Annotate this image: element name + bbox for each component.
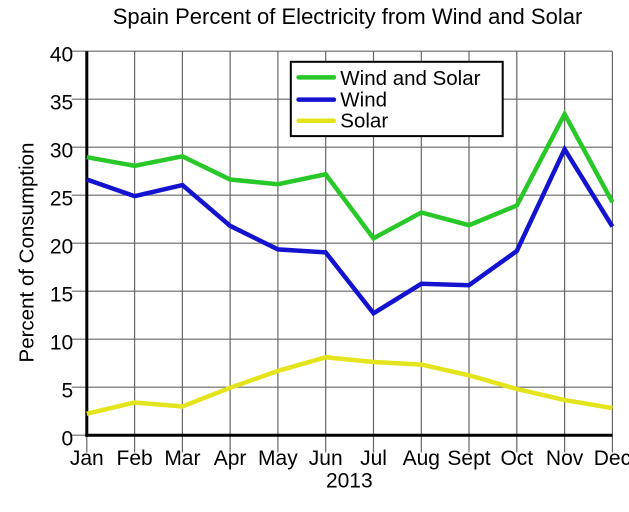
svg-text:5: 5 — [62, 380, 74, 403]
svg-text:Percent of Consumption: Percent of Consumption — [16, 143, 39, 363]
svg-text:Dec: Dec — [594, 447, 629, 470]
svg-text:Sept: Sept — [447, 447, 490, 470]
svg-text:Feb: Feb — [117, 447, 153, 470]
svg-text:Wind: Wind — [340, 89, 387, 112]
svg-text:Nov: Nov — [546, 447, 584, 470]
svg-text:20: 20 — [50, 236, 73, 259]
svg-text:May: May — [258, 447, 298, 470]
svg-text:Aug: Aug — [403, 447, 440, 470]
svg-text:10: 10 — [50, 332, 73, 355]
svg-text:2013: 2013 — [326, 470, 373, 493]
svg-text:Jan: Jan — [70, 447, 104, 470]
svg-text:Spain Percent of Electricity f: Spain Percent of Electricity from Wind a… — [113, 4, 583, 29]
svg-text:Wind and Solar: Wind and Solar — [340, 67, 480, 90]
svg-text:Solar: Solar — [340, 110, 388, 133]
svg-text:25: 25 — [50, 188, 73, 211]
svg-text:Mar: Mar — [164, 447, 200, 470]
svg-text:30: 30 — [50, 140, 73, 163]
svg-text:Jun: Jun — [309, 447, 343, 470]
svg-text:Oct: Oct — [500, 447, 533, 470]
svg-text:Apr: Apr — [214, 447, 247, 470]
svg-text:40: 40 — [50, 44, 73, 67]
svg-text:Jul: Jul — [360, 447, 387, 470]
svg-text:35: 35 — [50, 92, 73, 115]
svg-text:15: 15 — [50, 284, 73, 307]
svg-text:0: 0 — [62, 428, 74, 451]
